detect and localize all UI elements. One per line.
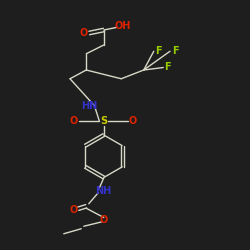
Text: HN: HN [80, 101, 97, 111]
Text: O: O [100, 215, 108, 225]
Text: S: S [100, 116, 107, 126]
Text: F: F [156, 46, 162, 56]
Text: F: F [172, 46, 178, 56]
Text: OH: OH [114, 21, 131, 31]
Text: O: O [128, 116, 136, 126]
Text: NH: NH [96, 186, 112, 196]
Text: O: O [80, 28, 88, 38]
Text: O: O [70, 116, 78, 126]
Text: F: F [164, 62, 170, 72]
Text: O: O [70, 205, 78, 215]
